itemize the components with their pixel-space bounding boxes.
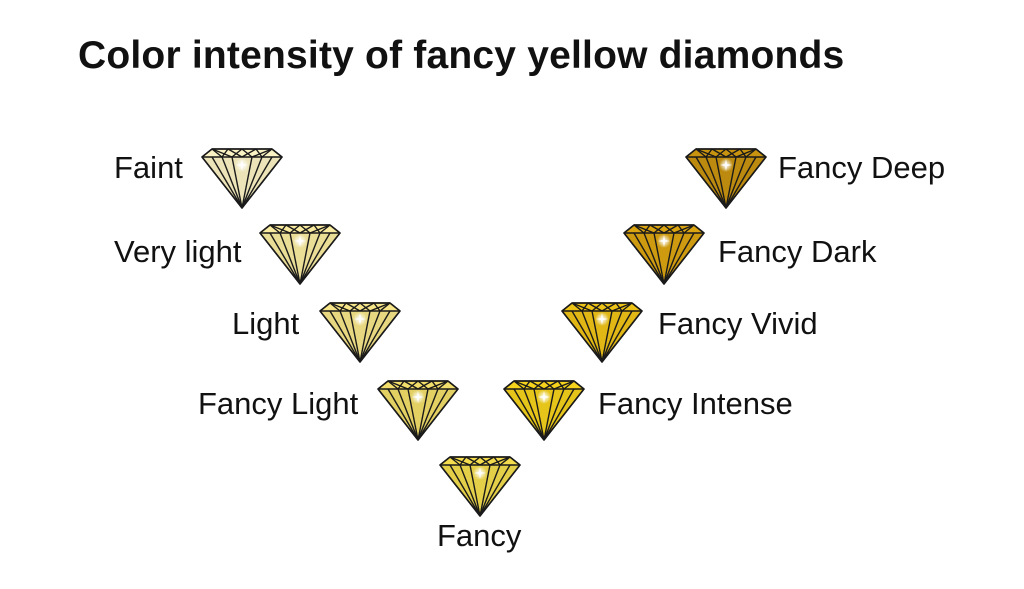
diamond-icon [318, 294, 402, 364]
sparkle-icon [293, 234, 307, 248]
grade-label: Fancy Light [198, 386, 359, 421]
diamond-icon [560, 294, 644, 364]
sparkle-icon [411, 390, 425, 404]
diamond-icon [258, 216, 342, 286]
diamond-icon [438, 448, 522, 518]
diamond-icon [622, 216, 706, 286]
grade-label: Fancy Deep [778, 150, 946, 185]
sparkle-icon [719, 158, 733, 172]
sparkle-icon [235, 158, 249, 172]
diamond-icon [200, 140, 284, 210]
sparkle-icon [595, 312, 609, 326]
grade-label: Fancy Dark [718, 234, 877, 269]
diamond-icon [376, 372, 460, 442]
sparkle-icon [537, 390, 551, 404]
grade-label: Faint [114, 150, 183, 185]
grade-label: Fancy Vivid [658, 306, 818, 341]
sparkle-icon [353, 312, 367, 326]
grade-label: Very light [114, 234, 242, 269]
grade-label: Fancy [437, 518, 522, 553]
diamond-icon [502, 372, 586, 442]
page-title: Color intensity of fancy yellow diamonds [78, 34, 845, 77]
sparkle-icon [657, 234, 671, 248]
diamond-icon [684, 140, 768, 210]
grade-label: Light [232, 306, 300, 341]
grade-label: Fancy Intense [598, 386, 793, 421]
sparkle-icon [473, 466, 487, 480]
